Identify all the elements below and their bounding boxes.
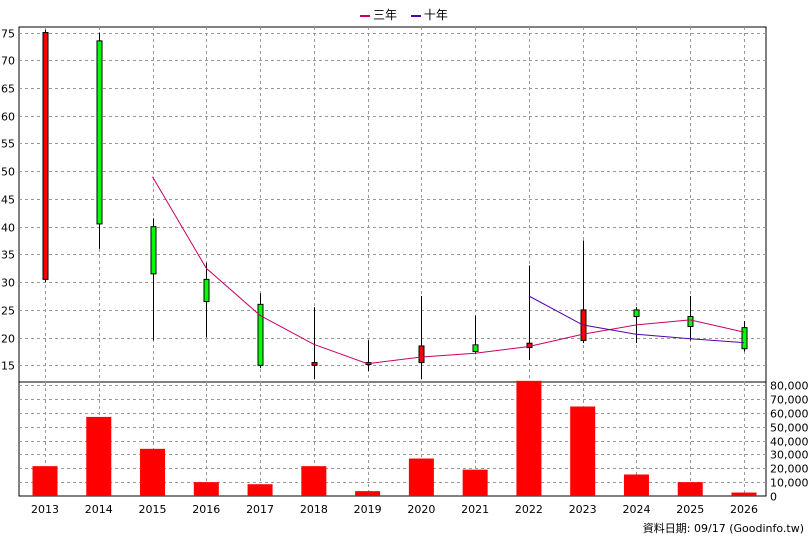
volume-tick-label: 20,000 bbox=[770, 463, 808, 476]
legend-item-three-year: 三年 bbox=[360, 6, 397, 23]
three-year-line bbox=[152, 176, 745, 365]
volume-tick-label: 0 bbox=[770, 491, 777, 504]
candle-body-2014 bbox=[96, 40, 103, 225]
price-tick-label: 45 bbox=[1, 194, 15, 207]
price-tick-label: 25 bbox=[1, 305, 15, 318]
x-tick-label-2021: 2021 bbox=[461, 503, 489, 516]
volume-bar-2021 bbox=[462, 469, 488, 496]
x-tick-label-2023: 2023 bbox=[569, 503, 597, 516]
volume-bar-2015 bbox=[140, 448, 166, 496]
legend-label-three-year: 三年 bbox=[373, 8, 398, 22]
x-tick-label-2020: 2020 bbox=[407, 503, 435, 516]
candle-body-2016 bbox=[203, 278, 210, 303]
price-tick-label: 60 bbox=[1, 111, 15, 124]
x-tick-label-2022: 2022 bbox=[515, 503, 543, 516]
volume-tick-label: 60,000 bbox=[770, 408, 808, 421]
x-tick-label-2024: 2024 bbox=[622, 503, 650, 516]
volume-tick-label: 30,000 bbox=[770, 449, 808, 462]
price-tick-label: 20 bbox=[1, 333, 15, 346]
price-tick-label: 50 bbox=[1, 166, 15, 179]
x-tick-label-2025: 2025 bbox=[676, 503, 704, 516]
price-tick-label: 65 bbox=[1, 83, 15, 96]
price-tick-label: 75 bbox=[1, 28, 15, 41]
volume-tick-label: 50,000 bbox=[770, 422, 808, 435]
x-tick-label-2014: 2014 bbox=[85, 503, 113, 516]
source-note: 資料日期: 09/17 (Goodinfo.tw) bbox=[642, 522, 804, 535]
x-tick-label-2016: 2016 bbox=[192, 503, 220, 516]
volume-tick-label: 80,000 bbox=[770, 380, 808, 393]
price-tick-label: 15 bbox=[1, 360, 15, 373]
x-tick-label-2017: 2017 bbox=[246, 503, 274, 516]
legend-label-ten-year: 十年 bbox=[423, 8, 448, 22]
candle-body-2024 bbox=[633, 309, 640, 318]
volume-bar-2019 bbox=[355, 491, 381, 496]
candle-body-2020 bbox=[418, 345, 425, 364]
candle-body-2021 bbox=[472, 344, 479, 352]
price-tick-label: 35 bbox=[1, 249, 15, 262]
x-tick-label-2026: 2026 bbox=[730, 503, 758, 516]
price-tick-label: 40 bbox=[1, 222, 15, 235]
x-tick-label-2019: 2019 bbox=[354, 503, 382, 516]
legend-item-ten-year: 十年 bbox=[410, 6, 448, 23]
price-panel-frame bbox=[18, 26, 767, 383]
volume-bar-2014 bbox=[86, 416, 112, 496]
legend: 三年 十年 bbox=[360, 6, 458, 23]
volume-bar-2017 bbox=[247, 484, 273, 496]
candle-body-2013 bbox=[42, 32, 49, 280]
volume-bar-2025 bbox=[677, 482, 703, 496]
volume-bar-2020 bbox=[408, 458, 434, 496]
candle-body-2017 bbox=[257, 303, 264, 366]
volume-bar-2013 bbox=[32, 466, 58, 496]
legend-swatch-ten-year bbox=[410, 14, 421, 17]
volume-bar-2024 bbox=[623, 474, 649, 496]
volume-bar-2016 bbox=[193, 482, 219, 496]
candle-body-2025 bbox=[687, 316, 694, 328]
candle-body-2018 bbox=[311, 362, 318, 366]
volume-bar-2023 bbox=[570, 406, 596, 496]
legend-swatch-three-year bbox=[360, 14, 370, 17]
x-tick-label-2015: 2015 bbox=[139, 503, 167, 516]
candle-body-2026 bbox=[741, 327, 748, 350]
x-tick-label-2018: 2018 bbox=[300, 503, 328, 516]
ten-year-line bbox=[528, 295, 745, 344]
x-tick-label-2013: 2013 bbox=[31, 503, 59, 516]
volume-tick-label: 10,000 bbox=[770, 477, 808, 490]
volume-bar-2026 bbox=[731, 492, 757, 496]
price-tick-label: 55 bbox=[1, 138, 15, 151]
price-tick-label: 70 bbox=[1, 55, 15, 68]
candle-body-2015 bbox=[150, 226, 157, 275]
volume-bar-2018 bbox=[301, 466, 327, 496]
volume-tick-label: 70,000 bbox=[770, 394, 808, 407]
volume-bar-2022 bbox=[516, 380, 542, 496]
volume-tick-label: 40,000 bbox=[770, 436, 808, 449]
price-tick-label: 30 bbox=[1, 277, 15, 290]
